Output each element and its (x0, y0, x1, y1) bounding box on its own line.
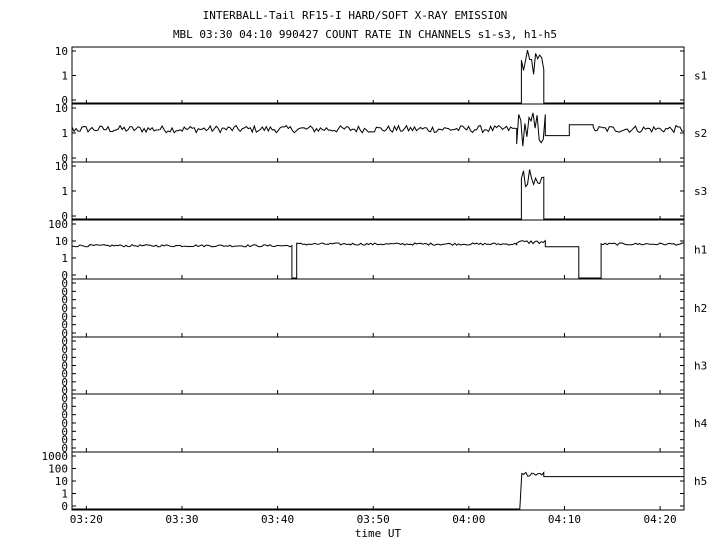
trace-h5 (72, 471, 684, 510)
y-tick-label: 0 (61, 319, 68, 332)
panel-frame (71, 336, 685, 395)
y-tick-label: 1 (61, 488, 68, 501)
y-tick-label: 0 (61, 376, 68, 389)
y-tick-label: 10 (55, 475, 68, 488)
y-tick-label: 0 (61, 425, 68, 438)
panel-frame (71, 103, 685, 163)
y-tick-label: 0 (61, 152, 68, 165)
y-tick-label: 0 (61, 409, 68, 422)
y-tick-label: 1 (61, 127, 68, 140)
chart-title: INTERBALL-Tail RF15-I HARD/SOFT X-RAY EM… (203, 9, 508, 22)
trace-s2 (71, 112, 685, 147)
x-axis-label: time UT (355, 527, 402, 540)
y-tick-label: 0 (61, 368, 68, 381)
x-tick-label: 03:50 (357, 513, 390, 526)
chart-subtitle: MBL 03:30 04:10 990427 COUNT RATE IN CHA… (173, 28, 557, 41)
panel-frame (71, 278, 685, 338)
channel-label: h2 (694, 302, 707, 315)
y-tick-label: 0 (61, 335, 68, 348)
channel-label: s3 (694, 185, 707, 198)
y-tick-label: 1 (61, 252, 68, 265)
y-tick-label: 0 (61, 327, 68, 340)
y-tick-label: 0 (61, 210, 68, 223)
y-tick-label: 0 (61, 500, 68, 513)
y-tick-label: 10 (55, 160, 68, 173)
panel-frame (71, 451, 685, 511)
y-tick-label: 0 (61, 294, 68, 307)
y-tick-label: 0 (61, 343, 68, 356)
y-tick-label: 0 (61, 384, 68, 397)
channel-label: s1 (694, 70, 707, 83)
y-tick-label: 1 (61, 70, 68, 83)
y-tick-label: 0 (61, 417, 68, 430)
y-tick-label: 0 (61, 434, 68, 447)
channel-label: h4 (694, 417, 708, 430)
channel-label: h5 (694, 475, 707, 488)
y-tick-label: 0 (61, 302, 68, 315)
panels-group: 1010s11010s21010s31001010h10000000h20000… (42, 45, 708, 513)
y-tick-label: 0 (61, 310, 68, 323)
y-tick-label: 0 (61, 94, 68, 107)
trace-h1 (72, 239, 685, 279)
y-tick-label: 0 (61, 392, 68, 405)
y-tick-label: 100 (48, 463, 68, 476)
panel-frame (71, 219, 685, 280)
y-tick-label: 1000 (42, 450, 69, 463)
panel-frame (71, 393, 685, 453)
y-tick-label: 100 (48, 218, 68, 231)
y-tick-label: 10 (55, 45, 68, 58)
trace-s1 (72, 49, 684, 104)
y-tick-label: 10 (55, 102, 68, 115)
panel-frame (71, 46, 685, 105)
trace-s3 (72, 169, 684, 220)
y-tick-label: 0 (61, 269, 68, 282)
y-tick-label: 0 (61, 360, 68, 373)
y-tick-label: 0 (61, 285, 68, 298)
x-tick-label: 03:40 (261, 513, 294, 526)
x-tick-label: 04:00 (452, 513, 485, 526)
channel-label: s2 (694, 127, 707, 140)
panel-frame (71, 161, 685, 221)
x-tick-label: 04:10 (548, 513, 581, 526)
x-tick-label: 04:20 (644, 513, 677, 526)
x-axis-ticks: 03:20 03:30 03:40 03:50 04:00 04:10 04:20 (70, 100, 677, 526)
y-tick-label: 0 (61, 351, 68, 364)
y-tick-label: 10 (55, 235, 68, 248)
x-tick-label: 03:30 (165, 513, 198, 526)
channel-label: h3 (694, 360, 707, 373)
x-tick-label: 03:20 (70, 513, 103, 526)
y-tick-label: 0 (61, 442, 68, 455)
y-tick-label: 1 (61, 185, 68, 198)
y-tick-label: 0 (61, 400, 68, 413)
y-tick-label: 0 (61, 277, 68, 290)
channel-label: h1 (694, 244, 707, 257)
